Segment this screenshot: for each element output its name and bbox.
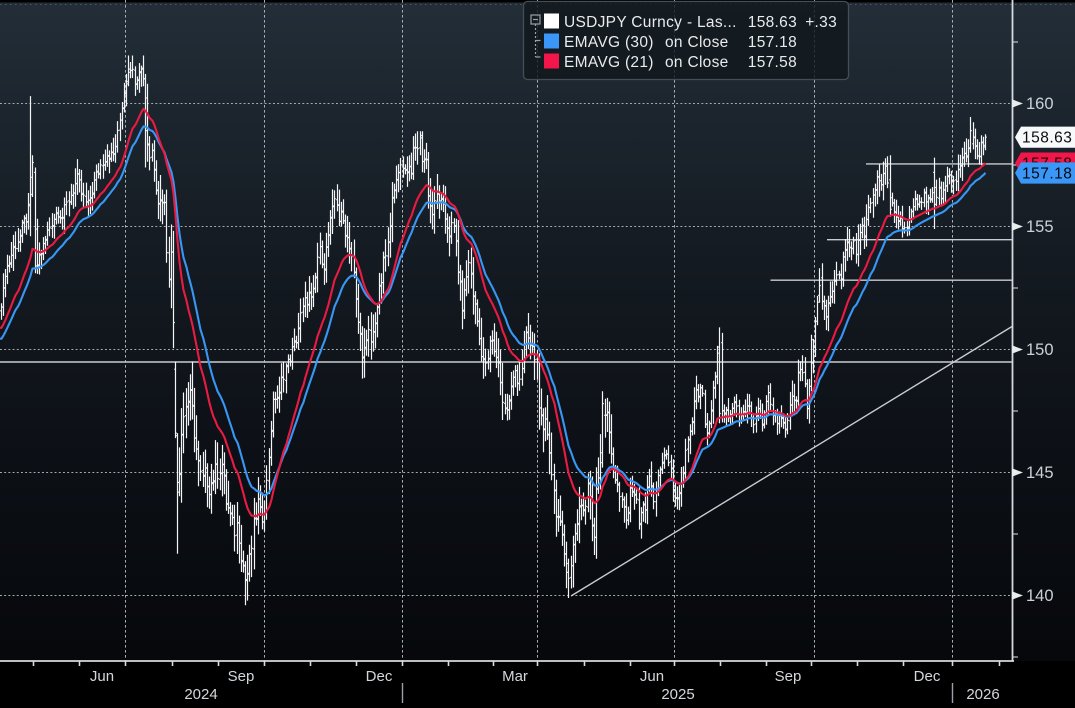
svg-text:2024: 2024 [184, 686, 217, 703]
svg-text:Dec: Dec [366, 668, 393, 685]
svg-text:Mar: Mar [502, 668, 528, 685]
svg-text:Jun: Jun [640, 668, 664, 685]
svg-text:Las...: Las... [697, 14, 737, 31]
svg-text:Dec: Dec [914, 668, 941, 685]
svg-text:EMAVG (30): EMAVG (30) [564, 34, 654, 51]
svg-text:157.58: 157.58 [748, 54, 797, 71]
svg-text:140: 140 [1026, 587, 1054, 605]
svg-text:2025: 2025 [661, 686, 694, 703]
svg-text:on Close: on Close [665, 54, 729, 71]
svg-text:157.18: 157.18 [748, 34, 797, 51]
svg-text:160: 160 [1026, 95, 1054, 113]
svg-text:on Close: on Close [665, 34, 729, 51]
svg-text:158.63: 158.63 [1022, 130, 1072, 147]
svg-text:USDJPY Curncy: USDJPY Curncy [564, 14, 682, 31]
svg-text:2026: 2026 [966, 686, 999, 703]
svg-text:150: 150 [1026, 341, 1054, 359]
svg-text:Jun: Jun [90, 668, 114, 685]
svg-text:158.63: 158.63 [748, 14, 797, 31]
svg-text:+.33: +.33 [805, 14, 837, 31]
svg-text:Sep: Sep [228, 668, 255, 685]
svg-text:Sep: Sep [775, 668, 802, 685]
svg-text:EMAVG (21): EMAVG (21) [564, 54, 654, 71]
svg-text:-: - [687, 14, 692, 31]
svg-text:145: 145 [1026, 464, 1054, 482]
svg-text:155: 155 [1026, 218, 1054, 236]
svg-text:157.18: 157.18 [1022, 166, 1072, 183]
